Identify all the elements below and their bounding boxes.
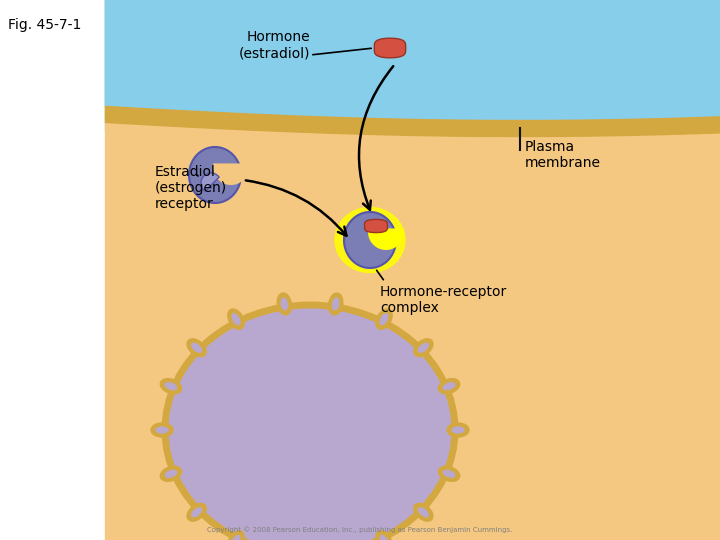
Ellipse shape [414,339,433,356]
Ellipse shape [161,466,181,481]
Ellipse shape [187,503,206,521]
Ellipse shape [187,339,206,356]
Polygon shape [189,147,241,203]
Ellipse shape [191,507,202,518]
Polygon shape [201,173,219,191]
Ellipse shape [376,309,392,329]
Ellipse shape [332,297,340,311]
Ellipse shape [447,423,469,437]
Ellipse shape [228,531,244,540]
Text: Hormone-receptor
complex: Hormone-receptor complex [380,285,508,315]
Ellipse shape [379,535,389,540]
Ellipse shape [164,469,178,478]
Ellipse shape [376,531,392,540]
Text: Estradiol
(estrogen)
receptor: Estradiol (estrogen) receptor [155,165,227,211]
Ellipse shape [442,469,456,478]
Bar [105,0,720,540]
Text: Hormone
(estradiol): Hormone (estradiol) [238,30,310,60]
Ellipse shape [277,293,292,315]
Ellipse shape [231,313,241,326]
Ellipse shape [438,466,459,481]
Polygon shape [374,38,405,58]
Ellipse shape [155,426,169,434]
Ellipse shape [379,313,389,326]
Text: Fig. 45-7-1: Fig. 45-7-1 [8,18,81,32]
Ellipse shape [442,382,456,390]
Bar [105,0,720,105]
Ellipse shape [231,535,241,540]
Ellipse shape [418,342,429,353]
Ellipse shape [451,426,465,434]
Ellipse shape [328,293,343,315]
Ellipse shape [228,309,244,329]
Ellipse shape [280,297,289,311]
Polygon shape [344,212,396,268]
Polygon shape [364,219,387,233]
Polygon shape [368,228,404,250]
Ellipse shape [414,503,433,521]
Ellipse shape [151,423,173,437]
Ellipse shape [161,379,181,394]
Text: Copyright © 2008 Pearson Education, Inc., publishing as Pearson Benjamin Cumming: Copyright © 2008 Pearson Education, Inc.… [207,526,513,533]
Polygon shape [213,164,249,185]
Ellipse shape [335,207,405,273]
Bar [105,0,720,130]
Ellipse shape [165,305,455,540]
Ellipse shape [191,342,202,353]
Ellipse shape [164,382,178,390]
Ellipse shape [438,379,459,394]
Text: Plasma
membrane: Plasma membrane [525,140,601,170]
Ellipse shape [418,507,429,518]
